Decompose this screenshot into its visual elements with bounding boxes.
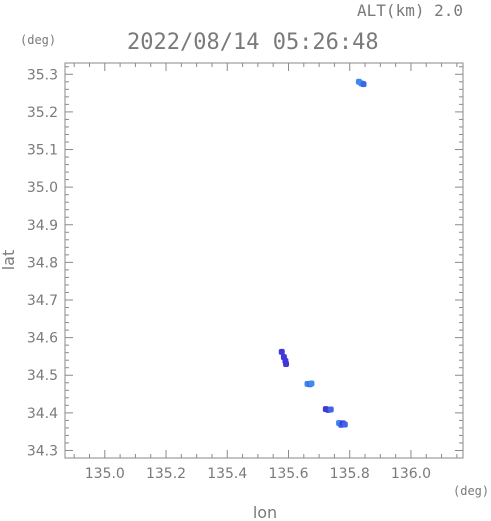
echo-cell <box>283 360 290 367</box>
echo-cell <box>278 348 285 355</box>
y-tick-label: 34.8 <box>27 255 58 271</box>
x-tick-label: 135.8 <box>330 466 370 482</box>
axis-ticks: 135.0 135.2 135.4 135.6 135.8 136.0 34.3 34.4 34… <box>27 63 463 482</box>
y-tick-label: 35.3 <box>27 67 58 83</box>
x-axis-label: lon <box>253 503 277 521</box>
y-tick-label: 34.3 <box>27 443 58 459</box>
x-tick-label: 135.6 <box>268 466 308 482</box>
echo-cell <box>327 406 334 413</box>
echo-cell <box>341 421 348 428</box>
echo-cell <box>360 81 367 88</box>
y-tick-label: 34.5 <box>27 368 58 384</box>
y-tick-label: 35.2 <box>27 105 58 121</box>
data-points <box>278 78 367 428</box>
altitude-label: ALT(km) 2.0 <box>357 1 463 20</box>
x-tick-label: 135.4 <box>207 466 247 482</box>
x-tick-label: 135.0 <box>85 466 125 482</box>
y-tick-label: 34.7 <box>27 293 58 309</box>
plot-frame <box>64 62 464 459</box>
x-tick-label: 136.0 <box>391 466 431 482</box>
echo-cell <box>308 380 315 387</box>
x-unit-label: (deg) <box>453 484 489 498</box>
y-tick-label: 35.0 <box>27 180 58 196</box>
y-tick-label: 34.6 <box>27 331 58 347</box>
x-tick-label: 135.2 <box>146 466 186 482</box>
y-unit-label: (deg) <box>20 33 56 47</box>
y-tick-label: 35.1 <box>27 143 58 159</box>
y-tick-label: 34.4 <box>27 406 58 422</box>
timestamp-title: 2022/08/14 05:26:48 <box>127 30 379 55</box>
y-tick-label: 34.9 <box>27 218 58 234</box>
y-axis-label: lat <box>0 250 18 271</box>
